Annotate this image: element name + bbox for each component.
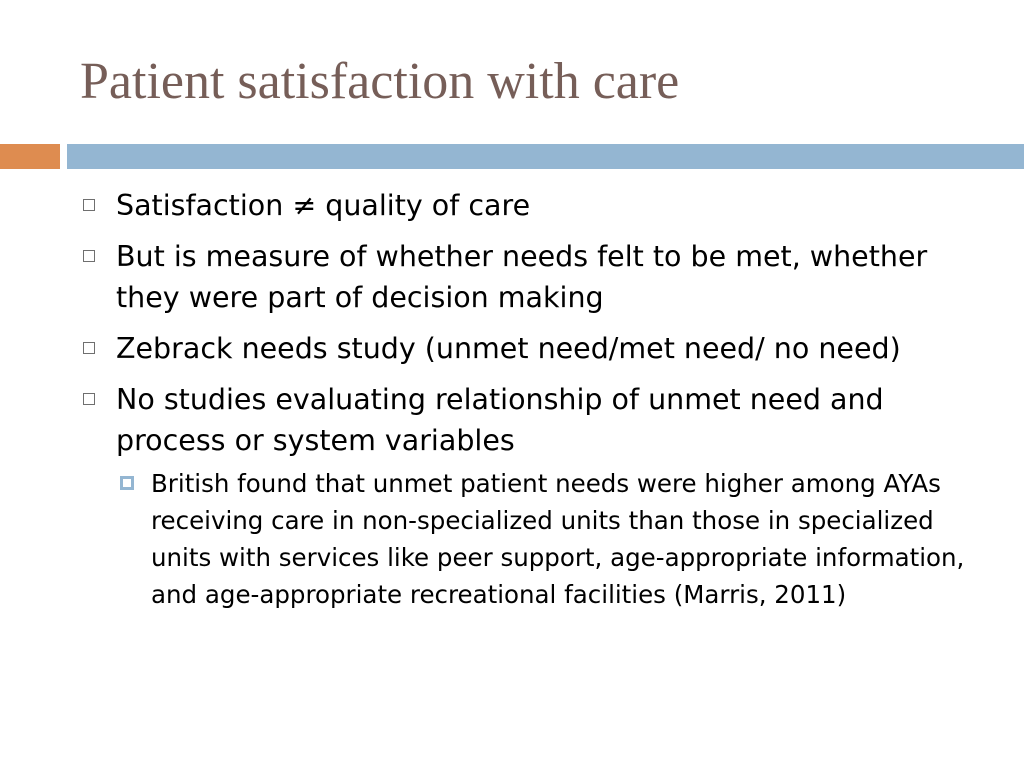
bullet-text: But is measure of whether needs felt to … <box>116 240 928 314</box>
hollow-square-icon <box>83 250 95 262</box>
bullet-list: Satisfaction ≠ quality of care But is me… <box>80 185 980 623</box>
bullet-item: Satisfaction ≠ quality of care <box>80 185 980 226</box>
bullet-item: But is measure of whether needs felt to … <box>80 236 980 318</box>
sub-bullet-list: British found that unmet patient needs w… <box>116 465 980 613</box>
bullet-item: Zebrack needs study (unmet need/met need… <box>80 328 980 369</box>
hollow-square-icon <box>83 199 95 211</box>
bullet-item: No studies evaluating relationship of un… <box>80 379 980 613</box>
hollow-square-icon <box>83 393 95 405</box>
sub-bullet-item: British found that unmet patient needs w… <box>116 465 980 613</box>
bullet-text: Satisfaction ≠ quality of care <box>116 189 531 222</box>
bullet-text: Zebrack needs study (unmet need/met need… <box>116 332 901 365</box>
hollow-square-icon <box>83 342 95 354</box>
sub-bullet-text: British found that unmet patient needs w… <box>151 469 965 609</box>
slide-title: Patient satisfaction with care <box>80 53 680 110</box>
accent-band-blue <box>67 144 1024 169</box>
filled-square-icon <box>120 476 134 490</box>
accent-band-orange <box>0 144 60 169</box>
bullet-text: No studies evaluating relationship of un… <box>116 383 884 457</box>
